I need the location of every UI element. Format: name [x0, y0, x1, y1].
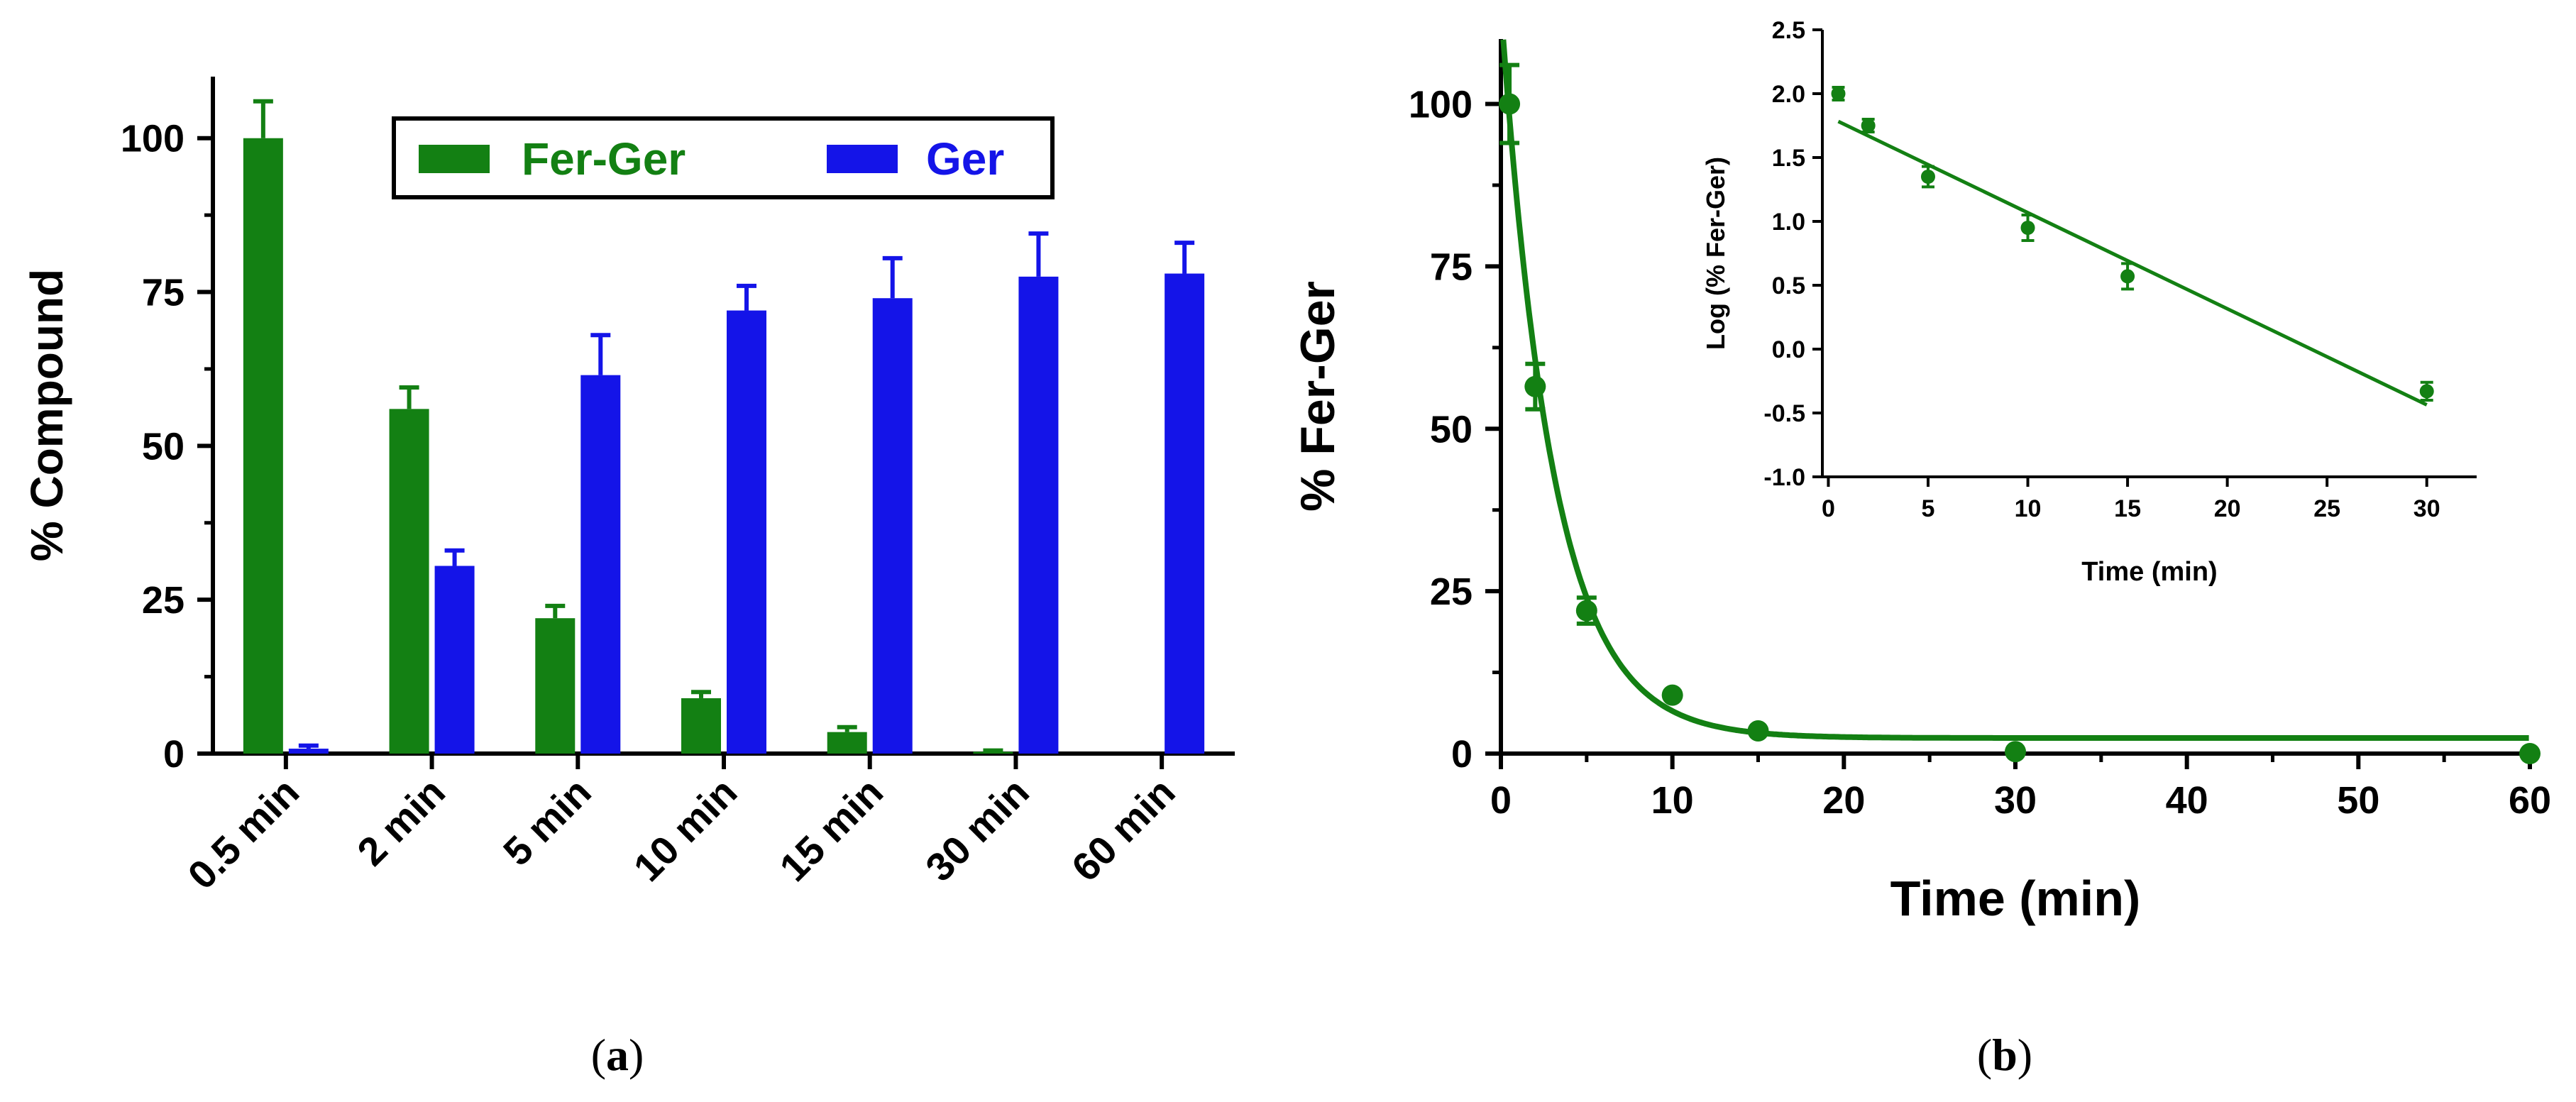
x-tick-label: 60 min	[1063, 769, 1184, 890]
x-tick-label: 40	[2166, 779, 2208, 822]
inset-data-point	[2120, 269, 2135, 284]
inset-y-tick-label: 0.0	[1772, 336, 1805, 363]
data-point	[2005, 741, 2026, 763]
bar-fer-ger	[535, 618, 576, 754]
panel-b-caption: (b)	[1977, 1030, 2032, 1080]
x-tick-label: 50	[2337, 779, 2379, 822]
x-tick-label: 5 min	[495, 769, 600, 874]
bar-ger	[1018, 276, 1059, 754]
inset-x-tick-label: 25	[2313, 495, 2340, 522]
x-tick-label: 10 min	[624, 769, 745, 890]
x-tick-label: 15 min	[771, 769, 891, 890]
inset-y-tick-label: 2.0	[1772, 81, 1805, 108]
panel-a-caption: (a)	[591, 1030, 644, 1080]
x-tick-label: 30 min	[917, 769, 1037, 890]
inset-x-tick-label: 30	[2413, 495, 2440, 522]
inset-y-tick-label: 0.5	[1772, 272, 1805, 299]
inset-data-point	[2020, 221, 2035, 235]
inset-x-tick-label: 5	[1922, 495, 1935, 522]
inset-x-tick-label: 20	[2214, 495, 2241, 522]
data-point	[1747, 720, 1769, 742]
legend-box	[392, 116, 1055, 199]
y-tick-label: 50	[142, 425, 185, 468]
inset-y-tick-label: 2.5	[1772, 17, 1805, 44]
x-tick-label: 10	[1651, 779, 1694, 822]
x-tick-label: 60	[2509, 779, 2551, 822]
x-tick-label: 0.5 min	[179, 769, 307, 898]
x-tick-label: 20	[1822, 779, 1865, 822]
inset-y-axis-label: Log (% Fer-Ger)	[1701, 157, 1730, 350]
bar-ger	[1165, 273, 1205, 754]
bar-fer-ger	[827, 732, 867, 754]
legend-label-ger: Ger	[926, 133, 1004, 184]
inset-data-point	[1831, 87, 1846, 101]
inset-x-tick-label: 0	[1822, 495, 1835, 522]
bar-fer-ger	[973, 751, 1013, 754]
panel-a-letter: a	[606, 1030, 629, 1080]
y-tick-label: 100	[1409, 84, 1473, 126]
inset-x-axis-label: Time (min)	[2081, 557, 2217, 587]
inset-y-tick-label: -0.5	[1763, 400, 1805, 427]
inset-data-point	[1861, 119, 1876, 133]
y-tick-label: 100	[121, 118, 185, 160]
data-point	[1524, 375, 1546, 397]
panel-a-bar-chart: 0 25 50 75 100 % Compound 0.5 min 2 min 5 min 10 …	[21, 77, 1235, 898]
y-tick-label: 75	[1430, 246, 1473, 288]
data-point	[1499, 93, 1521, 115]
legend-swatch-ger	[827, 145, 898, 173]
y-tick-label: 75	[142, 272, 185, 314]
legend-label-fer-ger: Fer-Ger	[522, 133, 686, 184]
bar-ger	[872, 298, 913, 754]
x-tick-label: 2 min	[348, 769, 453, 874]
inset-data-point	[1920, 170, 1935, 184]
data-point	[2519, 743, 2541, 764]
panel-b-letter: b	[1992, 1030, 2018, 1080]
inset-x-tick-label: 15	[2114, 495, 2141, 522]
legend: Fer-Ger Ger	[392, 116, 1055, 199]
inset-y-tick-label: 1.5	[1772, 145, 1805, 172]
y-tick-label: 0	[163, 733, 185, 776]
inset-y-tick-label: -1.0	[1763, 464, 1805, 491]
y-tick-label: 25	[142, 579, 185, 622]
bar-fer-ger	[389, 409, 429, 754]
y-axis-label: % Compound	[21, 269, 72, 561]
y-tick-label: 25	[1430, 571, 1473, 613]
bar-fer-ger	[681, 698, 721, 754]
bar-ger	[434, 566, 475, 754]
inset-x-tick-label: 10	[2015, 495, 2042, 522]
y-axis-label: % Fer-Ger	[1291, 281, 1345, 512]
x-axis-label: Time (min)	[1890, 871, 2141, 926]
bar-ger	[288, 749, 329, 754]
x-tick-label: 0	[1490, 779, 1512, 822]
panel-b-inset-log-chart: -1.0 -0.5 0.0 0.5 1.0 1.5 2.0 2.5 0 5 10 15 20 25 30 Ti…	[1701, 17, 2477, 587]
bar-ger	[580, 375, 621, 754]
y-tick-label: 50	[1430, 408, 1473, 451]
inset-y-tick-label: 1.0	[1772, 209, 1805, 236]
legend-swatch-fer-ger	[419, 145, 490, 173]
bar-fer-ger	[243, 138, 283, 754]
data-point	[1661, 684, 1683, 706]
bar-ger	[727, 310, 766, 754]
fit-curve	[1500, 39, 2529, 741]
y-tick-label: 0	[1451, 733, 1473, 776]
x-tick-label: 30	[1994, 779, 2037, 822]
inset-data-point	[2419, 384, 2434, 399]
data-point	[1575, 600, 1597, 622]
